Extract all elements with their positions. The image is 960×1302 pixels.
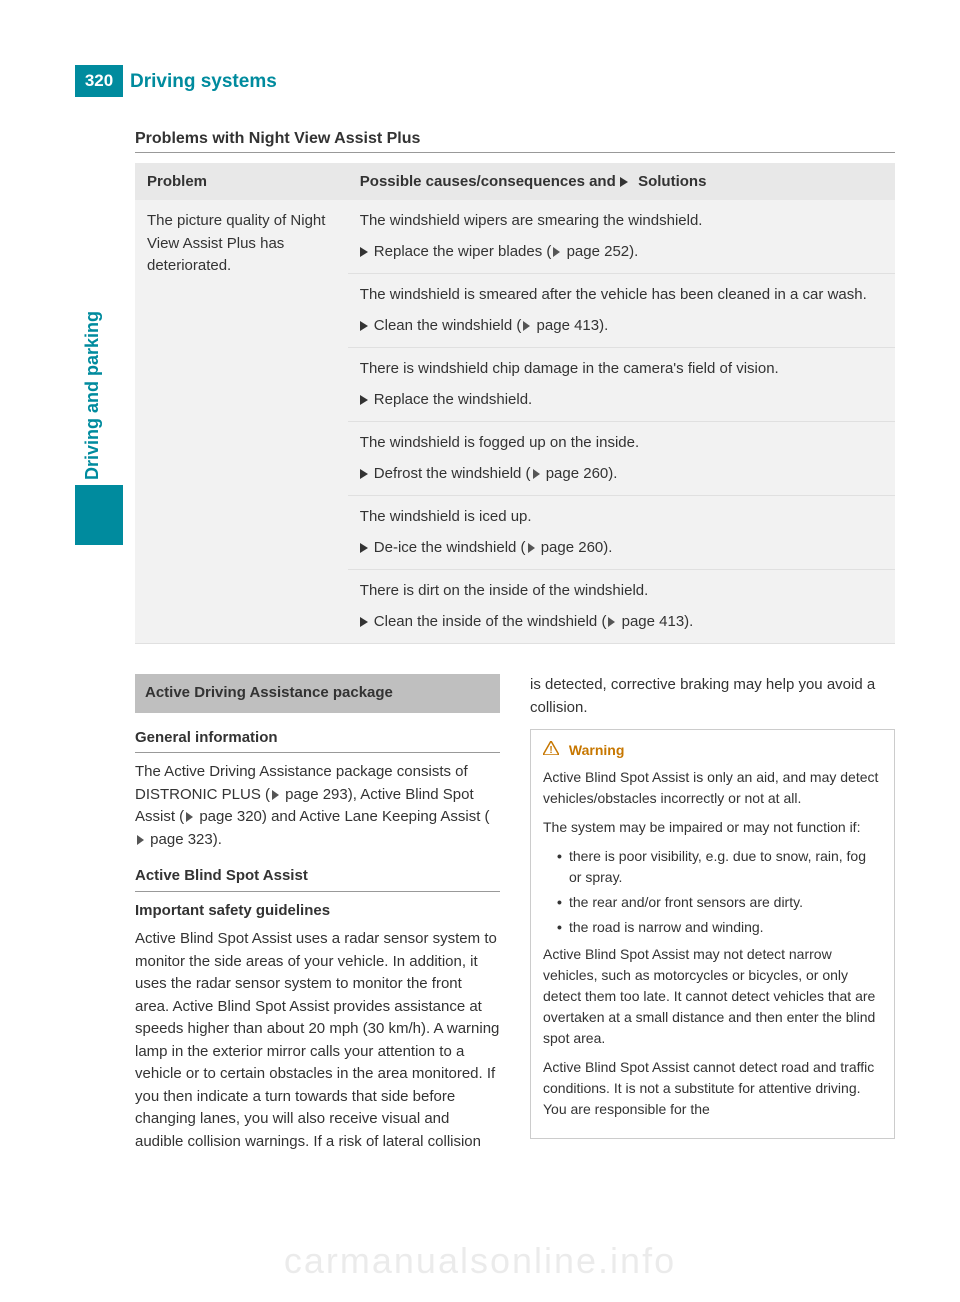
side-tab <box>75 485 123 545</box>
problem-cell: The picture quality of Night View Assist… <box>135 200 348 644</box>
action-text: Clean the windshield ( <box>374 317 522 334</box>
action-row: Replace the windshield. <box>360 389 883 412</box>
action-row: Defrost the windshield ( page 260). <box>360 463 883 486</box>
cause-text: The windshield is smeared after the vehi… <box>360 284 883 307</box>
page-ref-icon <box>553 247 560 257</box>
gi-ref-2: page 320) and Active Lane Keeping Assist… <box>195 808 489 825</box>
warning-label: Warning <box>569 742 624 758</box>
watermark: carmanualsonline.info <box>0 1240 960 1282</box>
table-header-solutions: Possible causes/consequences and Solutio… <box>348 163 895 200</box>
cause-text: The windshield wipers are smearing the w… <box>360 210 883 233</box>
section-title: Problems with Night View Assist Plus <box>135 130 895 153</box>
ref-text: page 260). <box>537 539 613 556</box>
ref-text: page 413). <box>617 613 693 630</box>
package-heading: Active Driving Assistance package <box>135 674 500 713</box>
safety-heading: Important safety guidelines <box>135 900 500 923</box>
ref-text: page 252). <box>562 243 638 260</box>
action-row: Clean the inside of the windshield ( pag… <box>360 611 883 634</box>
solution-cell: The windshield is smeared after the vehi… <box>348 274 895 348</box>
cause-text: There is dirt on the inside of the winds… <box>360 580 883 603</box>
solutions-prefix: Possible causes/consequences and <box>360 173 620 190</box>
warning-p1: Active Blind Spot Assist is only an aid,… <box>543 767 882 809</box>
page-ref-icon <box>523 321 530 331</box>
page-ref-icon <box>528 543 535 553</box>
general-info-heading: General information <box>135 727 500 754</box>
action-arrow-icon <box>360 395 368 405</box>
right-column: is detected, corrective braking may help… <box>530 674 895 1161</box>
chapter-title: Driving systems <box>130 71 277 93</box>
solution-cell: There is dirt on the inside of the winds… <box>348 570 895 644</box>
gi-ref-3: page 323). <box>146 831 222 848</box>
page-ref-icon <box>533 469 540 479</box>
problem-table: Problem Possible causes/consequences and… <box>135 163 895 644</box>
warning-p3: Active Blind Spot Assist may not detect … <box>543 944 882 1049</box>
warning-p4: Active Blind Spot Assist cannot detect r… <box>543 1057 882 1120</box>
action-arrow-icon <box>360 469 368 479</box>
page-ref-icon <box>608 617 615 627</box>
bullet-item: the rear and/or front sensors are dirty. <box>557 892 882 913</box>
table-row: The picture quality of Night View Assist… <box>135 200 895 274</box>
action-text: Replace the wiper blades ( <box>374 243 552 260</box>
solutions-suffix: Solutions <box>634 173 707 190</box>
solution-cell: The windshield is fogged up on the insid… <box>348 422 895 496</box>
warning-p2: The system may be impaired or may not fu… <box>543 817 882 838</box>
page-ref-icon <box>186 812 193 822</box>
two-column-layout: Active Driving Assistance package Genera… <box>135 674 895 1161</box>
solution-cell: The windshield wipers are smearing the w… <box>348 200 895 274</box>
page-number: 320 <box>75 65 123 97</box>
warning-title: ! Warning <box>543 740 882 761</box>
solution-cell: There is windshield chip damage in the c… <box>348 348 895 422</box>
action-text: De-ice the windshield ( <box>374 539 526 556</box>
action-text: Defrost the windshield ( <box>374 465 531 482</box>
warning-icon: ! <box>543 740 559 761</box>
ref-text: page 413). <box>532 317 608 334</box>
abs-heading: Active Blind Spot Assist <box>135 865 500 892</box>
cause-text: The windshield is fogged up on the insid… <box>360 432 883 455</box>
action-arrow-icon <box>360 247 368 257</box>
cause-text: The windshield is iced up. <box>360 506 883 529</box>
side-label: Driving and parking <box>82 311 103 480</box>
action-arrow-icon <box>360 321 368 331</box>
solutions-arrow-icon <box>620 177 628 187</box>
intro-continuation: is detected, corrective braking may help… <box>530 674 895 719</box>
bullet-item: there is poor visibility, e.g. due to sn… <box>557 846 882 888</box>
action-row: De-ice the windshield ( page 260). <box>360 537 883 560</box>
action-row: Replace the wiper blades ( page 252). <box>360 241 883 264</box>
warning-box: ! Warning Active Blind Spot Assist is on… <box>530 729 895 1139</box>
safety-text: Active Blind Spot Assist uses a radar se… <box>135 928 500 1153</box>
cause-text: There is windshield chip damage in the c… <box>360 358 883 381</box>
left-column: Active Driving Assistance package Genera… <box>135 674 500 1161</box>
action-text: Clean the inside of the windshield ( <box>374 613 607 630</box>
table-header-problem: Problem <box>135 163 348 200</box>
bullet-item: the road is narrow and winding. <box>557 917 882 938</box>
page-content: Problems with Night View Assist Plus Pro… <box>135 130 895 1161</box>
action-arrow-icon <box>360 543 368 553</box>
action-arrow-icon <box>360 617 368 627</box>
action-row: Clean the windshield ( page 413). <box>360 315 883 338</box>
warning-bullets: there is poor visibility, e.g. due to sn… <box>543 846 882 938</box>
page-ref-icon <box>137 835 144 845</box>
ref-text: page 260). <box>542 465 618 482</box>
action-text: Replace the windshield. <box>374 391 532 408</box>
page-ref-icon <box>272 790 279 800</box>
svg-text:!: ! <box>549 745 552 755</box>
general-info-text: The Active Driving Assistance package co… <box>135 761 500 851</box>
solution-cell: The windshield is iced up. De-ice the wi… <box>348 496 895 570</box>
